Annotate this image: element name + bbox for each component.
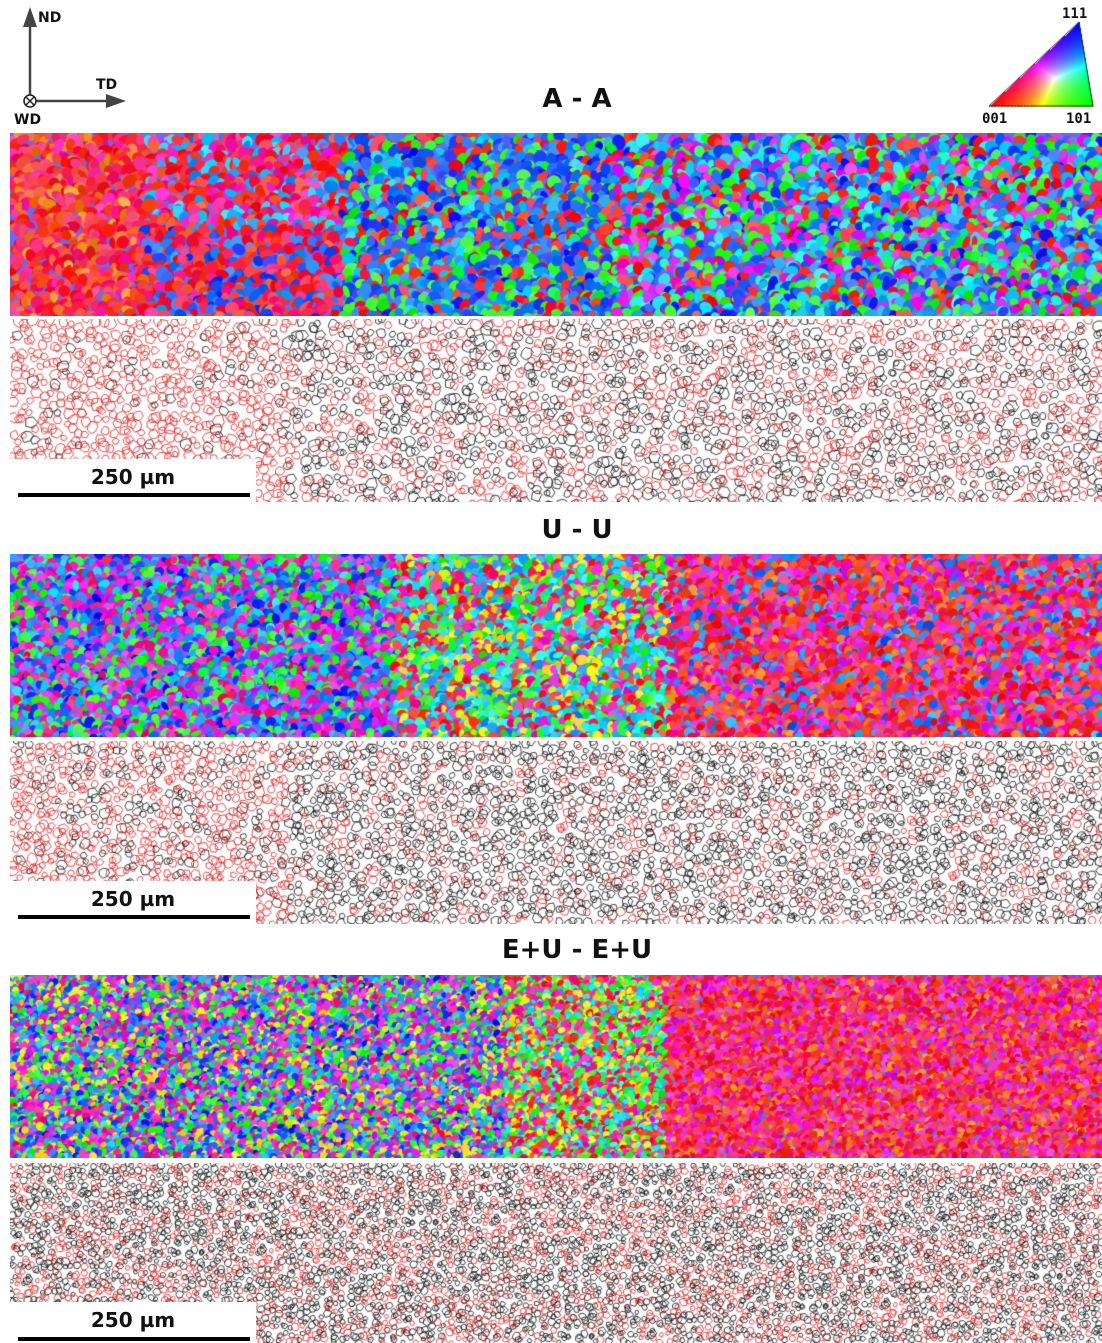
scale-bar-label: 250 µm xyxy=(90,887,176,911)
scale-bar-label: 250 µm xyxy=(90,465,176,489)
scale-bar-box: 250 µm xyxy=(10,1302,256,1343)
scale-bar xyxy=(18,915,250,919)
ipf-orientation-map-eu-eu xyxy=(10,975,1102,1158)
scale-bar-box: 250 µm xyxy=(10,881,256,925)
panel-title-u-u: U - U xyxy=(541,515,613,545)
axes-arrows-icon xyxy=(23,7,126,108)
wd-label: WD xyxy=(14,112,42,128)
td-label: TD xyxy=(96,77,118,93)
panel-title-eu-eu: E+U - E+U xyxy=(501,935,653,965)
ipf-label-111: 111 xyxy=(1062,6,1088,22)
scale-bar xyxy=(18,493,250,497)
scale-bar-box: 250 µm xyxy=(10,459,256,503)
nd-label: ND xyxy=(38,10,62,26)
ipf-color-key xyxy=(985,18,1097,110)
panel-title-a-a: A - A xyxy=(542,84,612,114)
ipf-label-101: 101 xyxy=(1066,111,1092,127)
ipf-triangle-icon xyxy=(985,18,1097,110)
coordinate-axes xyxy=(10,5,150,130)
ipf-orientation-map-a-a xyxy=(10,133,1102,316)
ipf-label-001: 001 xyxy=(982,111,1008,127)
scale-bar-label: 250 µm xyxy=(90,1308,176,1332)
ipf-orientation-map-u-u xyxy=(10,554,1102,737)
scale-bar xyxy=(18,1337,250,1341)
